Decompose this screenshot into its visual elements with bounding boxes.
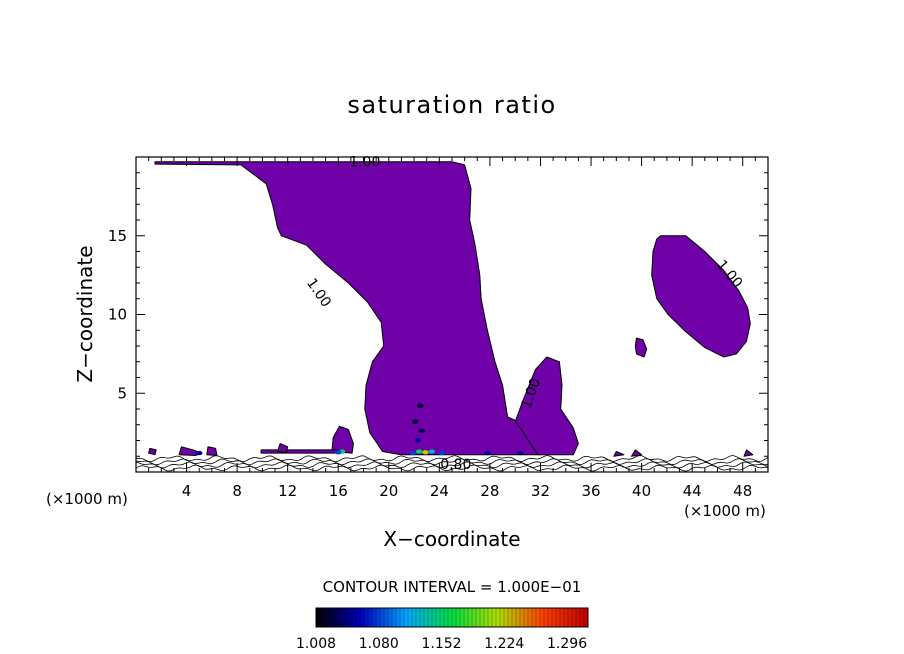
x-tick-label: 32 — [531, 482, 550, 500]
x-tick-label: 8 — [232, 482, 242, 500]
hotspot-markers — [196, 403, 524, 456]
region-left-bump — [331, 425, 354, 454]
contour-interval-text: CONTOUR INTERVAL = 1.000E−01 — [323, 578, 582, 596]
y-axis-ticks: 5 10 15 — [108, 172, 768, 457]
colorbar-tick-label: 1.080 — [359, 636, 399, 652]
hotspot-marker — [484, 450, 491, 456]
chart-title: saturation ratio — [347, 91, 556, 119]
hotspot-marker — [409, 450, 417, 456]
x-tick-label: 16 — [329, 482, 348, 500]
region-low-band-1 — [260, 449, 339, 454]
colorbar-tick-label: 1.224 — [484, 636, 524, 652]
hotspot-marker — [335, 450, 342, 455]
colorbar-tick-label: 1.152 — [421, 636, 461, 652]
ground-contour-line — [136, 461, 768, 469]
hotspot-marker — [422, 450, 429, 455]
x-tick-label: 20 — [379, 482, 398, 500]
contour-label: 1.00 — [349, 155, 380, 171]
x-axis-ticks: 4 8 12 16 20 24 28 32 36 40 44 48 — [148, 157, 756, 500]
region-low-blob-3 — [206, 446, 218, 456]
region-low-blob-5 — [277, 443, 289, 453]
y-tick-label: 10 — [108, 306, 127, 324]
hotspot-marker — [417, 403, 424, 409]
region-side-cell — [514, 356, 579, 456]
x-tick-label: 36 — [581, 482, 600, 500]
colorbar-tick-label: 1.008 — [296, 636, 336, 652]
y-tick-label: 15 — [108, 227, 127, 245]
x-tick-label: 44 — [683, 482, 702, 500]
colorbar — [315, 607, 589, 628]
colorbar-tick-labels: 1.008 1.080 1.152 1.224 1.296 — [296, 636, 587, 652]
x-unit-right: (×1000 m) — [684, 502, 766, 520]
colorbar-tick-label: 1.296 — [547, 636, 587, 652]
region-main-plume — [154, 161, 541, 456]
hotspot-marker — [517, 450, 524, 456]
colorbar-stripes — [319, 608, 585, 627]
supersaturation-regions — [148, 161, 754, 457]
hotspot-marker — [196, 450, 203, 456]
hotspot-marker — [412, 419, 419, 424]
x-unit-left: (×1000 m) — [46, 490, 128, 508]
y-axis-label: Z−coordinate — [73, 245, 97, 382]
region-low-blob-4 — [148, 447, 157, 456]
hotspot-marker — [438, 450, 446, 456]
x-tick-label: 40 — [632, 482, 651, 500]
region-right-cell — [651, 235, 751, 358]
y-tick-label: 5 — [117, 384, 127, 402]
hotspot-marker — [428, 449, 435, 454]
region-low-blob-8 — [743, 449, 754, 457]
region-small-blob — [634, 337, 648, 358]
contour-label: 1.00 — [303, 276, 334, 311]
x-axis-label: X−coordinate — [383, 527, 520, 551]
x-tick-label: 4 — [182, 482, 192, 500]
hotspot-marker — [415, 449, 423, 454]
x-tick-label: 48 — [733, 482, 752, 500]
region-low-blob-7 — [631, 449, 643, 457]
x-tick-label: 12 — [278, 482, 297, 500]
x-tick-label: 28 — [480, 482, 499, 500]
hotspot-marker — [418, 428, 425, 434]
hotspot-marker — [414, 438, 422, 443]
x-tick-label: 24 — [430, 482, 449, 500]
contour-label: 0.80 — [440, 457, 471, 473]
ground-contour-line — [136, 455, 768, 463]
region-low-blob-6 — [613, 451, 625, 457]
